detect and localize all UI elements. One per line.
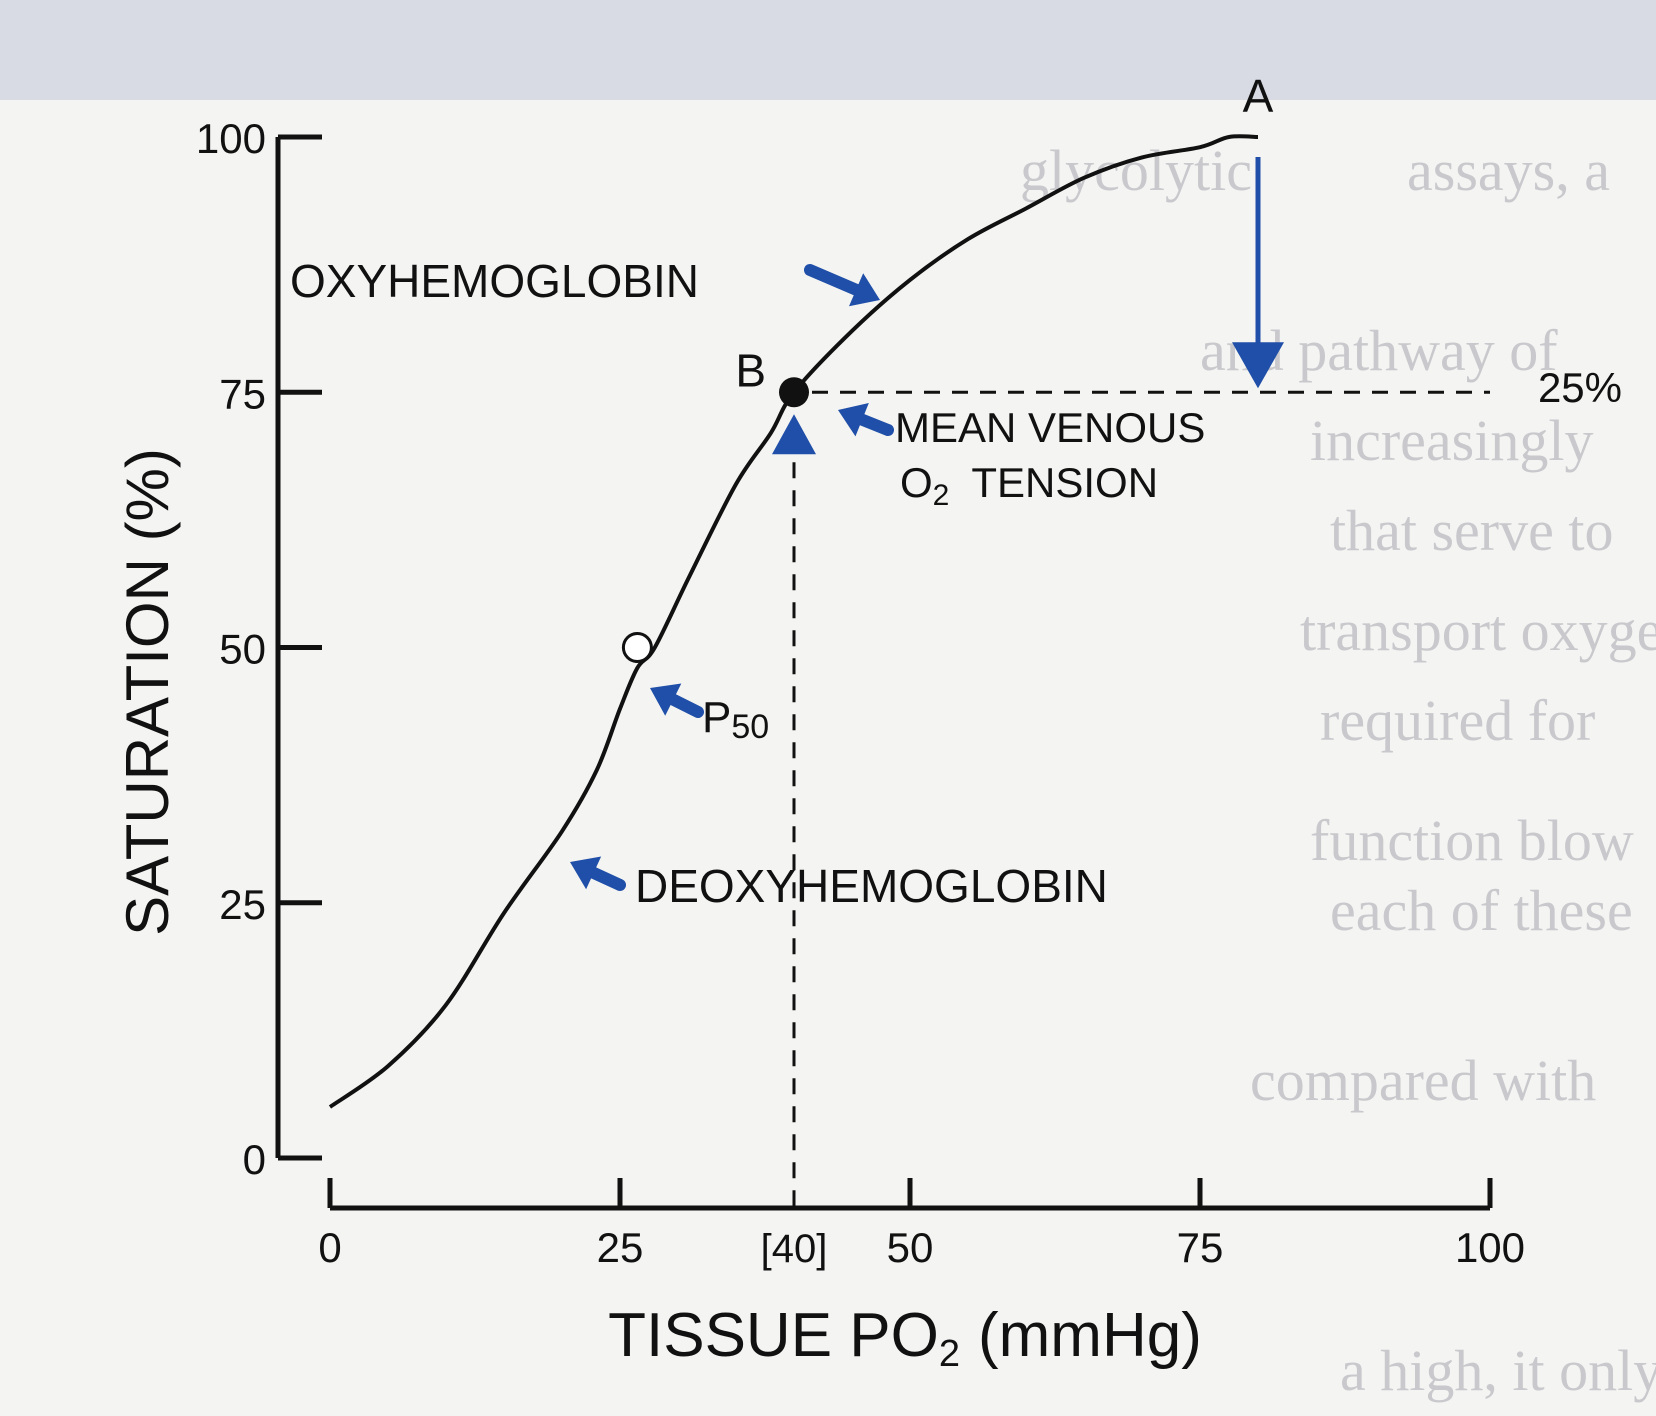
p50-label-sub: 50 xyxy=(731,708,769,746)
pointer-shaft xyxy=(667,693,704,718)
pointer-head xyxy=(838,402,869,437)
point-b-marker xyxy=(779,377,809,408)
x-ticks: 0 25 50 75 100 xyxy=(318,1178,1525,1271)
y-ticks: 0 25 50 75 100 xyxy=(196,115,322,1183)
point-a-label: A xyxy=(1243,70,1274,122)
percent-25-label: 25% xyxy=(1538,364,1622,411)
y-tick-label: 25 xyxy=(219,881,266,928)
pointer-shaft xyxy=(804,264,863,296)
mean-venous-o: O xyxy=(900,459,933,506)
background-text-line: compared with xyxy=(1250,1048,1596,1113)
p50-label-main: P xyxy=(702,693,731,742)
x-axis-title-unit: (mmHg) xyxy=(978,1301,1202,1370)
x-tick-label: 25 xyxy=(597,1224,644,1271)
pointer-head xyxy=(849,273,880,307)
pointer-head xyxy=(570,856,602,890)
deoxyhemoglobin-label: DEOXYHEMOGLOBIN xyxy=(635,860,1108,912)
x-tick-label: 50 xyxy=(887,1224,934,1271)
y-tick-label: 75 xyxy=(219,370,266,417)
y-tick-label: 100 xyxy=(196,115,266,162)
y-axis-title: SATURATION (%) xyxy=(114,448,181,936)
background-text-line: assays, a xyxy=(1407,138,1610,203)
pointer-shaft xyxy=(587,866,626,891)
arrow-a-down-icon xyxy=(1232,342,1284,389)
dissociation-curve xyxy=(328,134,1259,1109)
p50-pointer-icon xyxy=(650,683,704,718)
pointer-shaft xyxy=(856,413,894,436)
background-text-line: a high, it only xyxy=(1340,1338,1656,1403)
x-axis-title-main: TISSUE PO xyxy=(608,1301,939,1370)
background-text-line: that serve to xyxy=(1330,498,1613,563)
mean-venous-pointer-icon xyxy=(838,402,894,437)
x-tick-label: 0 xyxy=(318,1224,341,1271)
background-text-line: increasingly xyxy=(1310,408,1593,473)
point-b-label: B xyxy=(735,344,766,396)
mean-venous-label-line1: MEAN VENOUS xyxy=(895,404,1205,451)
po2-40-bracket-label: [40] xyxy=(761,1227,828,1271)
background-text-line: function blow xyxy=(1310,808,1634,873)
arrow-b-up-icon xyxy=(772,414,816,455)
mean-venous-rest: TENSION xyxy=(971,459,1158,506)
x-axis-title-sub: 2 xyxy=(939,1333,960,1375)
y-tick-label: 50 xyxy=(219,626,266,673)
background-text-line: each of these xyxy=(1330,878,1633,943)
background-text-line: transport oxygen xyxy=(1300,598,1656,663)
background-text-line: required for xyxy=(1320,688,1595,753)
p50-label: P50 xyxy=(702,693,769,746)
p50-marker xyxy=(621,632,653,663)
oxyhemoglobin-label: OXYHEMOGLOBIN xyxy=(290,255,699,307)
x-axis-title: TISSUE PO2 (mmHg) xyxy=(608,1301,1202,1375)
mean-venous-label-line2: O2 TENSION xyxy=(900,459,1158,512)
mean-venous-sub: 2 xyxy=(933,479,950,512)
header-band xyxy=(0,0,1656,100)
x-tick-label: 75 xyxy=(1177,1224,1224,1271)
oxyhemoglobin-pointer-icon xyxy=(804,264,880,307)
deoxyhemoglobin-pointer-icon xyxy=(570,856,626,891)
x-tick-label: 100 xyxy=(1455,1224,1525,1271)
pointer-head xyxy=(650,683,682,716)
y-tick-label: 0 xyxy=(243,1136,266,1183)
